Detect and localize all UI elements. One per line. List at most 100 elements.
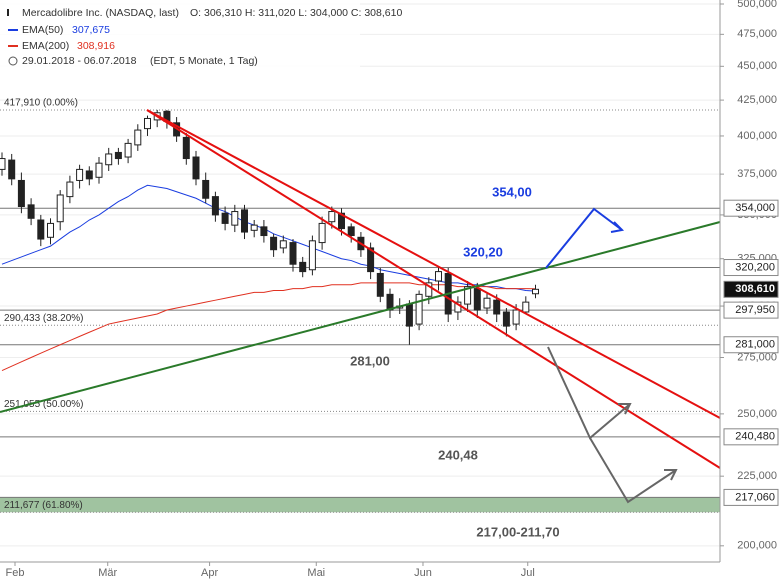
- y-tick-label: 225,000: [737, 470, 777, 482]
- y-tick-label: 425,000: [737, 94, 777, 106]
- y-tick-label: 450,000: [737, 60, 777, 72]
- fib-label: 290,433 (38.20%): [4, 313, 84, 324]
- candle-body: [405, 303, 413, 327]
- price-box: [723, 259, 779, 277]
- candle-body: [289, 242, 297, 265]
- price-box: [723, 488, 779, 506]
- x-tick-label: Apr: [201, 567, 218, 579]
- trend-line: [0, 221, 721, 413]
- price-label: 240,480: [735, 431, 775, 443]
- x-tick-label: Feb: [6, 567, 25, 579]
- header-title: Mercadolibre Inc. (NASDAQ, last): [22, 7, 179, 19]
- candle-body: [76, 168, 84, 181]
- x-tick-label: Mär: [98, 567, 117, 579]
- candle-body: [464, 286, 472, 305]
- candle-body: [231, 211, 239, 226]
- candle-body: [182, 136, 190, 160]
- arrow: [545, 207, 623, 269]
- price-label: 217,060: [735, 491, 775, 503]
- candle-body: [328, 211, 336, 223]
- candle-body: [376, 272, 384, 297]
- zone: [0, 497, 720, 513]
- candle-body: [8, 159, 16, 180]
- candle-body: [473, 288, 481, 311]
- price-label: 281,000: [735, 339, 775, 351]
- price-box: [723, 280, 779, 298]
- period: 29.01.2018 - 06.07.2018: [22, 55, 137, 67]
- candle-body: [192, 156, 200, 180]
- price-label: 354,000: [735, 202, 775, 214]
- candle-body: [502, 311, 510, 327]
- candle-body: [415, 293, 423, 325]
- x-tick-label: Jul: [521, 567, 535, 579]
- candle-body: [134, 129, 142, 146]
- candle-body: [114, 151, 122, 160]
- candle-body: [260, 226, 268, 237]
- candle-body: [241, 209, 249, 233]
- fib-label: 417,910 (0.00%): [4, 98, 78, 109]
- header-bg: [0, 0, 360, 68]
- y-tick-label: 250,000: [737, 408, 777, 420]
- candle-body: [483, 297, 491, 309]
- candle-body: [143, 117, 151, 130]
- y-tick-label: 400,000: [737, 130, 777, 142]
- fib-label: 251,055 (50.00%): [4, 399, 84, 410]
- arrow-head: [618, 403, 632, 415]
- candle-body: [105, 153, 113, 166]
- candle-body: [299, 261, 307, 273]
- candle-body: [512, 309, 520, 325]
- candle-body: [347, 226, 355, 237]
- levels: 417,910 (0.00%) 290,433 (38.20%) 251,055 (…: [0, 98, 720, 513]
- candle-body: [46, 222, 54, 238]
- candle-body: [367, 247, 375, 273]
- header: Mercadolibre Inc. (NASDAQ, last) O: 306,…: [0, 0, 402, 68]
- arrow-head: [664, 469, 678, 481]
- price-label: 297,950: [735, 304, 775, 316]
- annotation: 354,00: [492, 184, 532, 199]
- y-tick-label: 475,000: [737, 28, 777, 40]
- candle-body: [27, 204, 35, 219]
- x-tick-label: Mai: [307, 567, 325, 579]
- legend-value: 307,675: [72, 24, 110, 36]
- candle-body: [425, 282, 433, 297]
- legend-value: 308,916: [77, 40, 115, 52]
- candle-body: [279, 240, 287, 249]
- drawings: [0, 109, 721, 504]
- candle-body: [211, 196, 219, 216]
- legend-label: EMA(200): [22, 40, 69, 52]
- candle-body: [17, 179, 25, 208]
- icon: [7, 9, 9, 16]
- candle-body: [85, 170, 93, 180]
- candle-body: [435, 271, 443, 282]
- arrow: [589, 437, 677, 504]
- period-note: (EDT, 5 Monate, 1 Tag): [150, 55, 258, 67]
- annotation: 217,00-211,70: [476, 524, 559, 539]
- y-tick-label: 275,000: [737, 351, 777, 363]
- annotation: 281,00: [350, 353, 390, 368]
- candle-body: [308, 240, 316, 271]
- trend-line: [146, 109, 721, 419]
- candle-body: [56, 194, 64, 223]
- annotation: 320,20: [463, 244, 503, 259]
- y-tick-label: 375,000: [737, 168, 777, 180]
- candle-body: [250, 224, 258, 231]
- candle-body: [37, 219, 45, 240]
- candle-body: [493, 299, 501, 315]
- candle-body: [124, 142, 132, 158]
- candle-body: [318, 222, 326, 244]
- candle-body: [522, 301, 530, 313]
- price-label: 320,200: [735, 261, 775, 273]
- annotation: 240,48: [438, 447, 478, 462]
- price-box: [723, 199, 779, 217]
- candle-body: [221, 212, 229, 224]
- price-label: 308,610: [735, 283, 775, 295]
- arrow-head: [610, 221, 625, 233]
- icon: [8, 56, 18, 66]
- header-ohlc: O: 306,310 H: 311,020 L: 304,000 C: 308,…: [190, 7, 402, 19]
- candle-body: [95, 162, 103, 178]
- y-tick-label: 200,000: [737, 540, 777, 552]
- price-box: [723, 301, 779, 319]
- price-box: [723, 428, 779, 446]
- candle-body: [532, 288, 540, 295]
